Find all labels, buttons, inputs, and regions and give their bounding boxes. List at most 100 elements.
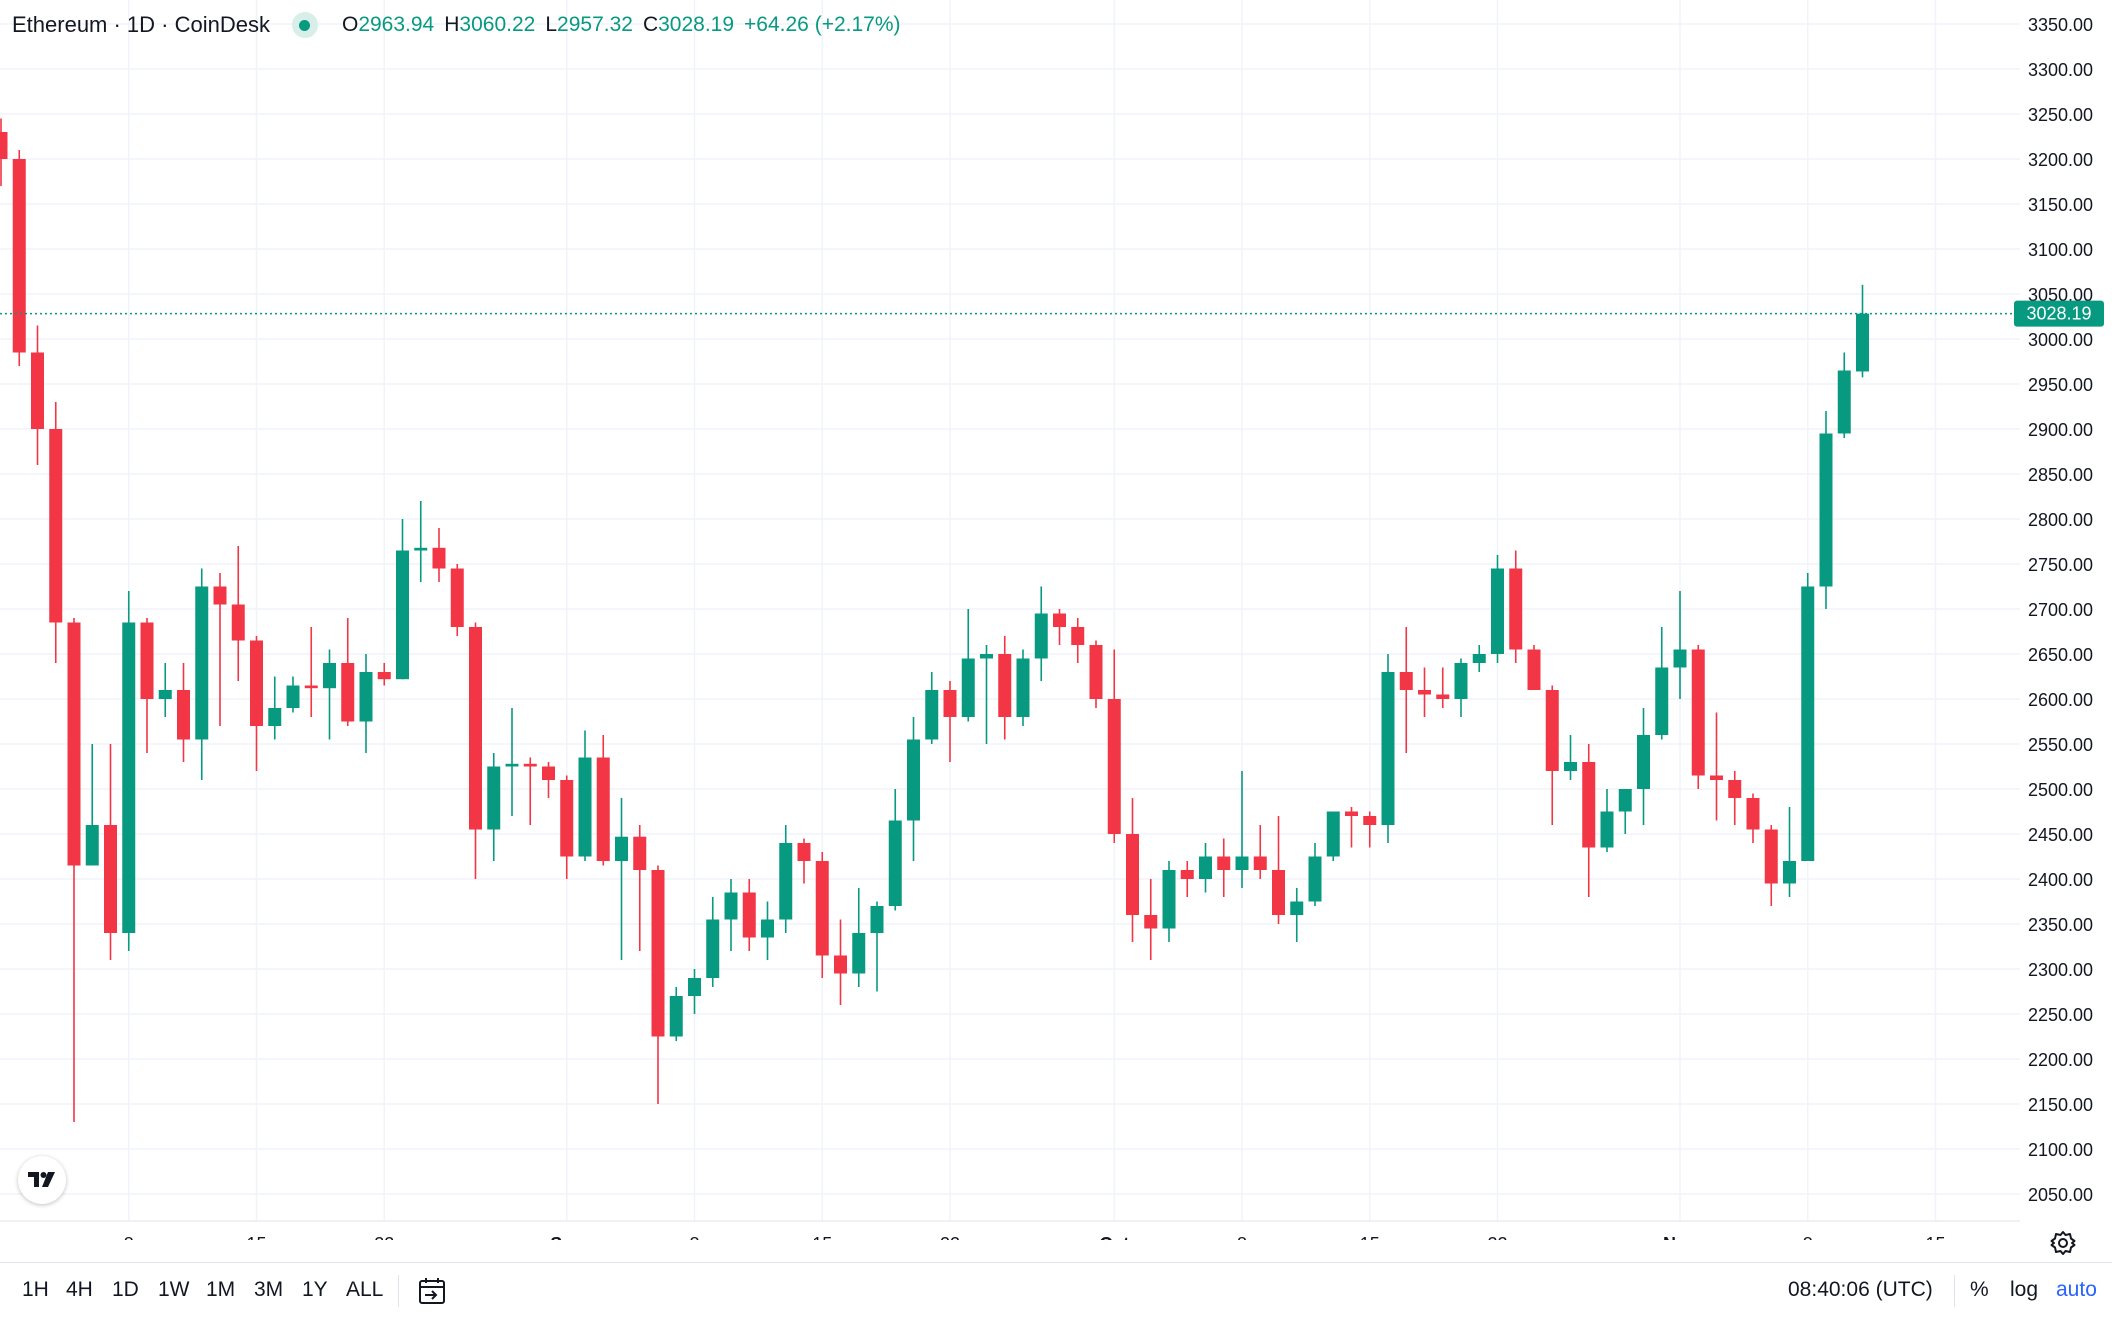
candle[interactable] — [1163, 861, 1176, 942]
candle[interactable] — [1619, 789, 1632, 834]
candle[interactable] — [907, 717, 920, 861]
candle[interactable] — [852, 888, 865, 987]
candle[interactable] — [1655, 627, 1668, 740]
candle[interactable] — [232, 546, 245, 681]
candle[interactable] — [396, 519, 409, 679]
candle[interactable] — [1309, 843, 1322, 906]
candle[interactable] — [1582, 744, 1595, 897]
candle[interactable] — [1290, 888, 1303, 942]
candle[interactable] — [433, 528, 446, 582]
candle[interactable] — [341, 618, 354, 726]
candle[interactable] — [13, 150, 26, 366]
candle[interactable] — [1637, 708, 1650, 825]
candle[interactable] — [1473, 645, 1486, 672]
candle[interactable] — [1455, 659, 1468, 718]
candle[interactable] — [1345, 807, 1358, 848]
candle[interactable] — [122, 591, 135, 951]
candle[interactable] — [944, 681, 957, 762]
candle[interactable] — [86, 744, 99, 866]
candle[interactable] — [779, 825, 792, 933]
candle[interactable] — [68, 618, 81, 1122]
candle[interactable] — [378, 663, 391, 686]
range-4h-button[interactable]: 4H — [66, 1278, 93, 1302]
candle[interactable] — [1491, 555, 1504, 663]
range-all-button[interactable]: ALL — [346, 1278, 383, 1302]
candle[interactable] — [798, 839, 811, 884]
candle[interactable] — [889, 789, 902, 911]
candle[interactable] — [1035, 587, 1048, 682]
candle[interactable] — [1254, 825, 1267, 879]
candle[interactable] — [1820, 411, 1833, 609]
price-chart[interactable]: 2050.002100.002150.002200.002250.002300.… — [0, 0, 2112, 1240]
candle[interactable] — [1528, 645, 1541, 690]
candle[interactable] — [962, 609, 975, 722]
candle[interactable] — [1783, 807, 1796, 897]
candle[interactable] — [506, 708, 519, 816]
candle[interactable] — [670, 987, 683, 1041]
candle[interactable] — [1272, 816, 1285, 924]
candle[interactable] — [652, 866, 665, 1105]
tradingview-logo-icon[interactable] — [18, 1156, 66, 1204]
log-scale-toggle[interactable]: log — [2010, 1278, 2038, 1302]
candle[interactable] — [579, 731, 592, 862]
candle[interactable] — [1382, 654, 1395, 843]
candle[interactable] — [159, 663, 172, 717]
candle[interactable] — [871, 902, 884, 992]
candle[interactable] — [268, 677, 281, 740]
candle[interactable] — [487, 753, 500, 861]
candle[interactable] — [1546, 686, 1559, 826]
candle[interactable] — [1108, 650, 1121, 844]
candle[interactable] — [1674, 591, 1687, 699]
candle[interactable] — [743, 879, 756, 951]
candle[interactable] — [104, 744, 117, 960]
candle[interactable] — [1327, 812, 1340, 862]
candle[interactable] — [633, 825, 646, 951]
candle[interactable] — [925, 672, 938, 744]
candle[interactable] — [0, 119, 8, 187]
candle[interactable] — [305, 627, 318, 717]
candle[interactable] — [1400, 627, 1413, 753]
percent-scale-toggle[interactable]: % — [1970, 1278, 1989, 1302]
settings-gear-icon[interactable] — [2050, 1230, 2076, 1256]
candle[interactable] — [195, 569, 208, 781]
candle[interactable] — [1090, 641, 1103, 709]
candle[interactable] — [1071, 618, 1084, 663]
candle[interactable] — [1363, 812, 1376, 848]
candle[interactable] — [250, 636, 263, 771]
candle[interactable] — [141, 618, 154, 753]
candle[interactable] — [1181, 861, 1194, 897]
candle[interactable] — [560, 776, 573, 880]
candle[interactable] — [1144, 879, 1157, 960]
candle[interactable] — [688, 969, 701, 1014]
candle[interactable] — [542, 762, 555, 798]
candle[interactable] — [1199, 843, 1212, 893]
candle[interactable] — [1747, 794, 1760, 844]
candle[interactable] — [469, 623, 482, 880]
candle[interactable] — [1856, 285, 1869, 378]
candle[interactable] — [451, 564, 464, 636]
candle[interactable] — [1765, 825, 1778, 906]
range-1w-button[interactable]: 1W — [158, 1278, 190, 1302]
candle[interactable] — [1053, 609, 1066, 645]
candle[interactable] — [287, 677, 300, 713]
symbol-title[interactable]: Ethereum · 1D · CoinDesk — [12, 12, 270, 38]
candle[interactable] — [31, 326, 44, 466]
candle[interactable] — [323, 650, 336, 740]
range-1d-button[interactable]: 1D — [112, 1278, 139, 1302]
candle[interactable] — [1436, 668, 1449, 709]
candle[interactable] — [1418, 668, 1431, 718]
candle[interactable] — [49, 402, 62, 663]
candle[interactable] — [725, 879, 738, 951]
utc-clock[interactable]: 08:40:06 (UTC) — [1788, 1278, 1933, 1302]
candle[interactable] — [177, 663, 190, 762]
range-3m-button[interactable]: 3M — [254, 1278, 283, 1302]
candle[interactable] — [1728, 771, 1741, 825]
candle[interactable] — [980, 645, 993, 744]
candle[interactable] — [761, 902, 774, 961]
candle[interactable] — [360, 654, 373, 753]
range-1m-button[interactable]: 1M — [206, 1278, 235, 1302]
candle[interactable] — [1017, 650, 1030, 727]
candle[interactable] — [1564, 735, 1577, 780]
range-1h-button[interactable]: 1H — [22, 1278, 49, 1302]
candle[interactable] — [998, 636, 1011, 740]
